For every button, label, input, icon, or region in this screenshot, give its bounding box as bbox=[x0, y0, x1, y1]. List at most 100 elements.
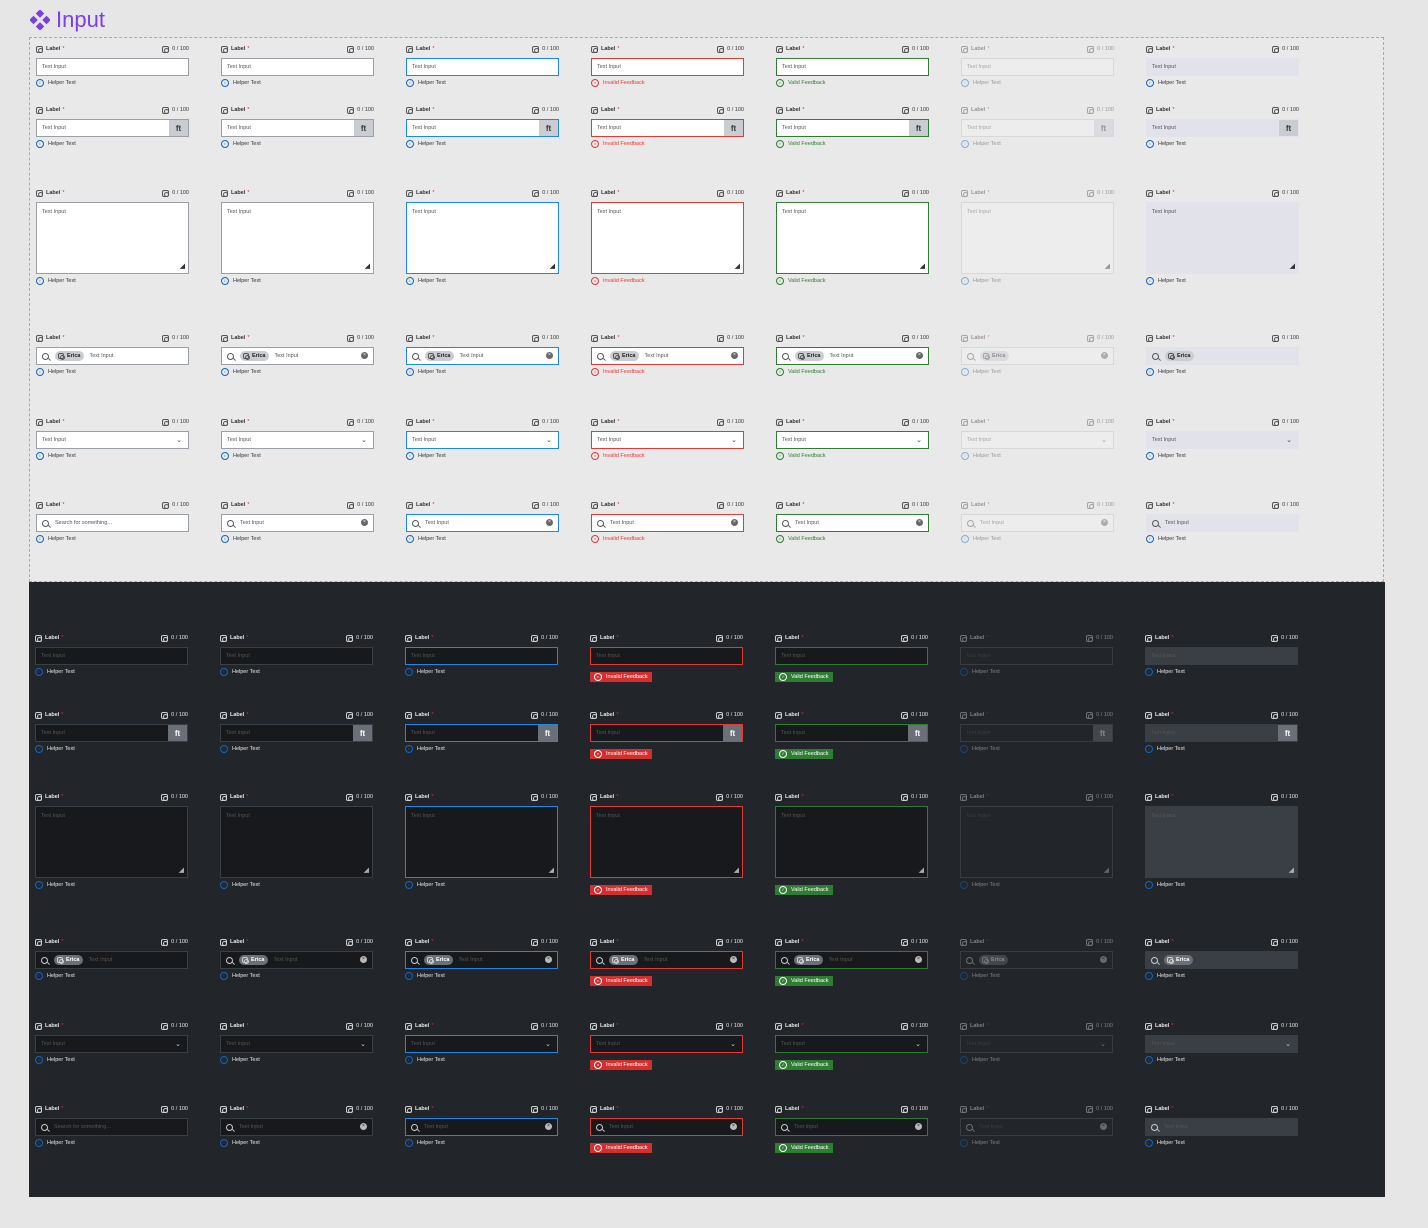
addon-field[interactable]: Text Input ft bbox=[36, 119, 189, 137]
addon-field[interactable]: Text Input ft bbox=[1146, 119, 1299, 137]
clear-icon[interactable]: × bbox=[361, 352, 368, 359]
text-field[interactable]: Text Input bbox=[36, 58, 189, 76]
chevron-down-icon[interactable]: ⌄ bbox=[730, 1041, 736, 1048]
select-field[interactable]: Text Input ⌄ bbox=[1146, 431, 1299, 449]
resize-handle-icon[interactable]: ◢ bbox=[1103, 867, 1109, 874]
resize-handle-icon[interactable]: ◢ bbox=[364, 263, 370, 270]
select-field[interactable]: Text Input ⌄ bbox=[1145, 1035, 1298, 1053]
search-field[interactable]: Search for something... bbox=[35, 1118, 188, 1136]
select-field[interactable]: Text Input ⌄ bbox=[591, 431, 744, 449]
chevron-down-icon[interactable]: ⌄ bbox=[1286, 437, 1292, 444]
search-field[interactable]: Text Input × bbox=[590, 1118, 743, 1136]
tag-chip[interactable]: Erica bbox=[980, 351, 1010, 361]
resize-handle-icon[interactable]: ◢ bbox=[179, 263, 185, 270]
clear-icon[interactable]: × bbox=[731, 519, 738, 526]
clear-icon[interactable]: × bbox=[545, 1123, 552, 1130]
text-field[interactable]: Text Input bbox=[775, 647, 928, 665]
text-field[interactable]: Text Input bbox=[590, 647, 743, 665]
tag-chip[interactable]: Erica bbox=[424, 955, 454, 965]
search-field[interactable]: Text Input bbox=[1145, 1118, 1298, 1136]
search-field[interactable]: Search for something... bbox=[36, 514, 189, 532]
resize-handle-icon[interactable]: ◢ bbox=[549, 263, 555, 270]
textarea-field[interactable]: Text Input ◢ bbox=[36, 202, 189, 274]
tag-chip[interactable]: Erica bbox=[610, 351, 640, 361]
clear-icon[interactable]: × bbox=[360, 1123, 367, 1130]
search-field[interactable]: Text Input × bbox=[591, 514, 744, 532]
search-field[interactable]: Text Input bbox=[1146, 514, 1299, 532]
tag-chip[interactable]: Erica bbox=[1165, 351, 1195, 361]
tags-field[interactable]: Erica Text Input bbox=[36, 347, 189, 365]
resize-handle-icon[interactable]: ◢ bbox=[918, 867, 924, 874]
textarea-field[interactable]: Text Input ◢ bbox=[590, 806, 743, 878]
text-field[interactable]: Text Input bbox=[591, 58, 744, 76]
text-field[interactable]: Text Input bbox=[35, 647, 188, 665]
tags-field[interactable]: Erica Text Input × bbox=[776, 347, 929, 365]
tag-chip[interactable]: Erica bbox=[795, 351, 825, 361]
clear-icon[interactable]: × bbox=[546, 519, 553, 526]
clear-icon[interactable]: × bbox=[916, 352, 923, 359]
tag-chip[interactable]: Erica bbox=[425, 351, 455, 361]
search-field[interactable]: Text Input × bbox=[776, 514, 929, 532]
textarea-field[interactable]: Text Input ◢ bbox=[591, 202, 744, 274]
select-field[interactable]: Text Input ⌄ bbox=[35, 1035, 188, 1053]
addon-field[interactable]: Text Input ft bbox=[406, 119, 559, 137]
clear-icon[interactable]: × bbox=[1101, 352, 1108, 359]
textarea-field[interactable]: Text Input ◢ bbox=[221, 202, 374, 274]
resize-handle-icon[interactable]: ◢ bbox=[734, 263, 740, 270]
chevron-down-icon[interactable]: ⌄ bbox=[1285, 1041, 1291, 1048]
select-field[interactable]: Text Input ⌄ bbox=[590, 1035, 743, 1053]
text-field[interactable]: Text Input bbox=[406, 58, 559, 76]
tags-field[interactable]: Erica Text Input × bbox=[406, 347, 559, 365]
addon-field[interactable]: Text Input ft bbox=[405, 724, 558, 742]
tag-chip[interactable]: Erica bbox=[54, 955, 84, 965]
chevron-down-icon[interactable]: ⌄ bbox=[915, 1041, 921, 1048]
resize-handle-icon[interactable]: ◢ bbox=[178, 867, 184, 874]
text-field[interactable]: Text Input bbox=[221, 58, 374, 76]
tags-field[interactable]: Erica Text Input × bbox=[405, 951, 558, 969]
search-field[interactable]: Text Input × bbox=[221, 514, 374, 532]
tags-field[interactable]: Erica Text Input × bbox=[221, 347, 374, 365]
tag-chip[interactable]: Erica bbox=[979, 955, 1009, 965]
select-field[interactable]: Text Input ⌄ bbox=[406, 431, 559, 449]
textarea-field[interactable]: Text Input ◢ bbox=[1145, 806, 1298, 878]
chevron-down-icon[interactable]: ⌄ bbox=[361, 437, 367, 444]
text-field[interactable]: Text Input bbox=[1146, 58, 1299, 76]
search-field[interactable]: Text Input × bbox=[405, 1118, 558, 1136]
addon-field[interactable]: Text Input ft bbox=[220, 724, 373, 742]
chevron-down-icon[interactable]: ⌄ bbox=[545, 1041, 551, 1048]
tag-chip[interactable]: Erica bbox=[609, 955, 639, 965]
clear-icon[interactable]: × bbox=[361, 519, 368, 526]
addon-field[interactable]: Text Input ft bbox=[221, 119, 374, 137]
textarea-field[interactable]: Text Input ◢ bbox=[35, 806, 188, 878]
tag-chip[interactable]: Erica bbox=[794, 955, 824, 965]
clear-icon[interactable]: × bbox=[730, 1123, 737, 1130]
clear-icon[interactable]: × bbox=[360, 956, 367, 963]
select-field[interactable]: Text Input ⌄ bbox=[776, 431, 929, 449]
search-field[interactable]: Text Input × bbox=[775, 1118, 928, 1136]
text-field[interactable]: Text Input bbox=[405, 647, 558, 665]
textarea-field[interactable]: Text Input ◢ bbox=[1146, 202, 1299, 274]
search-field[interactable]: Text Input × bbox=[406, 514, 559, 532]
addon-field[interactable]: Text Input ft bbox=[35, 724, 188, 742]
chevron-down-icon[interactable]: ⌄ bbox=[916, 437, 922, 444]
clear-icon[interactable]: × bbox=[730, 956, 737, 963]
chevron-down-icon[interactable]: ⌄ bbox=[175, 1041, 181, 1048]
select-field[interactable]: Text Input ⌄ bbox=[405, 1035, 558, 1053]
chevron-down-icon[interactable]: ⌄ bbox=[1100, 1041, 1106, 1048]
clear-icon[interactable]: × bbox=[916, 519, 923, 526]
chevron-down-icon[interactable]: ⌄ bbox=[1101, 437, 1107, 444]
addon-field[interactable]: Text Input ft bbox=[776, 119, 929, 137]
clear-icon[interactable]: × bbox=[915, 956, 922, 963]
text-field[interactable]: Text Input bbox=[1145, 647, 1298, 665]
select-field[interactable]: Text Input ⌄ bbox=[220, 1035, 373, 1053]
tags-field[interactable]: Erica Text Input × bbox=[220, 951, 373, 969]
chevron-down-icon[interactable]: ⌄ bbox=[546, 437, 552, 444]
resize-handle-icon[interactable]: ◢ bbox=[1104, 263, 1110, 270]
chevron-down-icon[interactable]: ⌄ bbox=[731, 437, 737, 444]
text-field[interactable]: Text Input bbox=[776, 58, 929, 76]
addon-field[interactable]: Text Input ft bbox=[590, 724, 743, 742]
select-field[interactable]: Text Input ⌄ bbox=[775, 1035, 928, 1053]
resize-handle-icon[interactable]: ◢ bbox=[548, 867, 554, 874]
textarea-field[interactable]: Text Input ◢ bbox=[776, 202, 929, 274]
tag-chip[interactable]: Erica bbox=[1164, 955, 1194, 965]
